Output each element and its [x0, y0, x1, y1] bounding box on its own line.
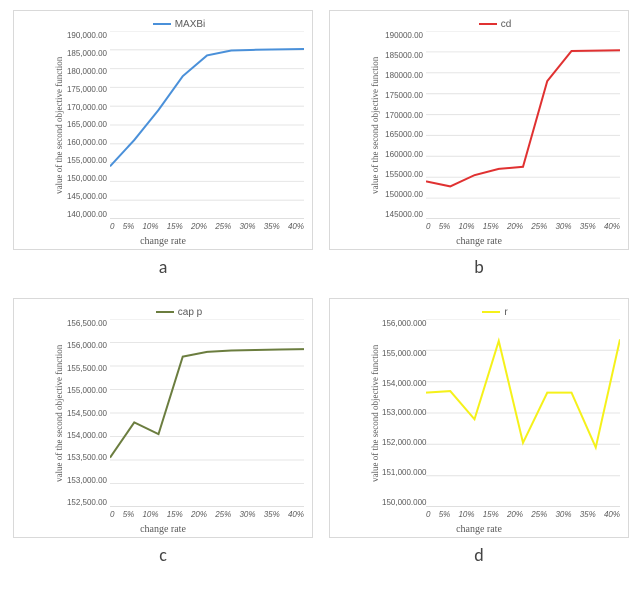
y-axis-ticks: 156,000.000155,000.000154,000.000153,000… — [382, 319, 426, 507]
legend-label: cd — [501, 19, 512, 30]
series-line-b — [426, 50, 620, 186]
plot-area-b — [426, 31, 620, 219]
x-axis-label: change rate — [330, 236, 628, 247]
legend-c: cap p — [54, 305, 304, 319]
x-axis-label: change rate — [330, 524, 628, 535]
y-axis-ticks: 190,000.00185,000.00180,000.00175,000.00… — [66, 31, 110, 219]
x-axis-ticks: 05%10%15%20%25%30%35%40% — [110, 510, 304, 519]
x-axis-label: change rate — [14, 236, 312, 247]
legend-swatch — [482, 311, 500, 313]
panel-c: cap p value of the second objective funct… — [10, 298, 316, 566]
y-axis-label: value of the second objective function — [370, 31, 382, 219]
x-axis-label: change rate — [14, 524, 312, 535]
chart-box-a: MAXBi value of the second objective funct… — [13, 10, 313, 250]
panel-a: MAXBi value of the second objective funct… — [10, 10, 316, 278]
x-axis-ticks: 05%10%15%20%25%30%35%40% — [426, 222, 620, 231]
y-axis-ticks: 156,500.00156,000.00155,500.00155,000.00… — [66, 319, 110, 507]
series-line-c — [110, 349, 304, 458]
series-line-a — [110, 49, 304, 166]
legend-d: r — [370, 305, 620, 319]
legend-label: MAXBi — [175, 19, 206, 30]
panel-caption-a: a — [159, 256, 168, 278]
plot-area-d — [426, 319, 620, 507]
legend-label: r — [504, 307, 507, 318]
series-line-d — [426, 339, 620, 447]
legend-label: cap p — [178, 307, 202, 318]
x-axis-ticks: 05%10%15%20%25%30%35%40% — [110, 222, 304, 231]
panel-caption-c: c — [159, 544, 167, 566]
plot-area-a — [110, 31, 304, 219]
legend-a: MAXBi — [54, 17, 304, 31]
panel-caption-b: b — [474, 256, 483, 278]
y-axis-ticks: 190000.00185000.00180000.00175000.001700… — [382, 31, 426, 219]
chart-box-d: r value of the second objective function1… — [329, 298, 629, 538]
x-axis-ticks: 05%10%15%20%25%30%35%40% — [426, 510, 620, 519]
panel-d: r value of the second objective function1… — [326, 298, 632, 566]
panel-b: cd value of the second objective function… — [326, 10, 632, 278]
y-axis-label: value of the second objective function — [54, 319, 66, 507]
plot-area-c — [110, 319, 304, 507]
chart-grid: MAXBi value of the second objective funct… — [10, 10, 632, 566]
legend-swatch — [156, 311, 174, 313]
y-axis-label: value of the second objective function — [54, 31, 66, 219]
y-axis-label: value of the second objective function — [370, 319, 382, 507]
chart-box-b: cd value of the second objective function… — [329, 10, 629, 250]
legend-b: cd — [370, 17, 620, 31]
chart-box-c: cap p value of the second objective funct… — [13, 298, 313, 538]
legend-swatch — [479, 23, 497, 25]
panel-caption-d: d — [474, 544, 483, 566]
legend-swatch — [153, 23, 171, 25]
